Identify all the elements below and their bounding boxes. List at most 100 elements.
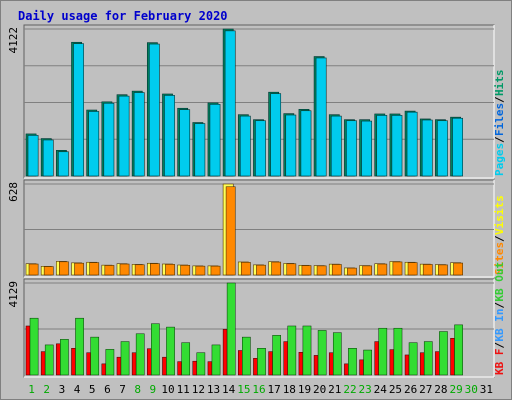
bar-kb-f: [268, 351, 273, 376]
bar-files: [421, 119, 433, 177]
bar-kb-out: [423, 341, 433, 376]
bar-files: [118, 95, 130, 177]
bar-kb-out: [439, 331, 448, 376]
day-labels: 1 2 3 4 5 6 7 8 9 10 11 12 13 14 15 16 17 18 19 20 21 22 23 24 2…: [28, 383, 493, 396]
day-label: 6: [104, 383, 111, 396]
day-label: 27: [419, 383, 432, 396]
bar-kb-f: [450, 337, 455, 376]
bar-files: [73, 43, 84, 177]
bar-kb-out: [166, 326, 175, 376]
panel-visits-sites: 628 Sites/Visits: [7, 179, 506, 278]
bar-files: [376, 115, 388, 177]
bar-sites: [89, 262, 100, 276]
bar-sites: [407, 262, 418, 276]
y-max-label: 4122: [7, 27, 20, 54]
bar-files: [437, 120, 448, 177]
y-max-label: 628: [7, 182, 20, 202]
bar-kb-f: [207, 361, 213, 376]
bar-kb-f: [192, 360, 198, 376]
bar-files: [300, 110, 312, 177]
bar-files: [239, 115, 251, 177]
day-label: 31: [480, 383, 493, 396]
day-label: 13: [207, 383, 220, 396]
bar-kb-f: [131, 352, 137, 376]
day-label: 4: [74, 383, 81, 396]
bar-files: [330, 115, 342, 177]
day-label: 24: [374, 383, 388, 396]
legend-hits-files-pages: Pages/Files/Hits: [493, 70, 506, 177]
legend-item: Visits: [493, 195, 506, 235]
day-label: 25: [389, 383, 402, 396]
bar-kb-f: [359, 359, 364, 376]
plot-area: [23, 179, 495, 278]
bar-kb-out: [242, 336, 251, 376]
bar-kb-out: [363, 349, 372, 376]
day-label: 3: [59, 383, 66, 396]
day-label: 29: [449, 383, 462, 396]
bar-kb-f: [298, 352, 304, 376]
bar-sites: [377, 263, 388, 276]
bar-kb-out: [454, 324, 463, 376]
bar-sites: [28, 263, 39, 276]
panel-hits-files-pages: 4122 Pages/Files/Hits: [7, 24, 506, 179]
bar-sites: [104, 265, 115, 276]
y-max-label: 4129: [7, 281, 20, 308]
day-label: 21: [328, 383, 341, 396]
bar-kb-out: [29, 317, 39, 376]
legend-item: KB F: [493, 349, 506, 376]
bar-files: [88, 111, 100, 177]
bar-sites: [210, 265, 221, 276]
legend-visits-sites: Sites/Visits: [493, 195, 506, 275]
bar-files: [164, 95, 175, 177]
bar-sites: [438, 264, 448, 276]
bar-sites: [286, 263, 297, 276]
bar-kb-out: [211, 344, 221, 376]
day-label: 7: [119, 383, 126, 396]
bar-kb-out: [75, 317, 84, 376]
bar-files: [224, 30, 236, 177]
day-label: 19: [298, 383, 311, 396]
bar-kb-out: [120, 341, 130, 376]
day-label: 30: [465, 383, 478, 396]
legend-separator: /: [493, 302, 506, 309]
bar-sites: [180, 265, 191, 276]
bar-kb-f: [419, 352, 425, 376]
day-label: 10: [161, 383, 174, 396]
bar-files: [58, 151, 69, 177]
bar-kb-out: [60, 339, 69, 376]
bar-kb-f: [147, 348, 152, 376]
bar-sites: [195, 265, 206, 276]
bar-kb-out: [105, 349, 115, 376]
day-label: 15: [237, 383, 250, 396]
bar-files: [194, 123, 206, 177]
bar-files: [103, 102, 115, 177]
legend-separator: /: [493, 342, 506, 349]
chart-title: Daily usage for February 2020: [18, 9, 228, 23]
bar-sites: [119, 263, 130, 276]
bar-kb-f: [313, 355, 319, 376]
bar-kb-f: [101, 363, 107, 376]
bar-kb-out: [332, 332, 342, 376]
bar-sites: [422, 264, 433, 276]
bar-kb-f: [328, 352, 334, 376]
bar-sites: [316, 265, 327, 276]
legend-item: Sites: [493, 242, 506, 275]
bar-files: [346, 120, 357, 177]
day-label: 16: [252, 383, 265, 396]
bar-files: [391, 115, 403, 177]
bars-hits-files-pages: [25, 28, 463, 177]
day-label: 8: [134, 383, 141, 396]
legend-item: Pages: [493, 143, 506, 176]
bar-sites: [301, 265, 312, 276]
legend-item: Hits: [493, 70, 506, 97]
bar-kb-out: [272, 335, 281, 376]
bar-sites: [149, 263, 160, 276]
bar-files: [361, 120, 373, 177]
bar-kb-f: [253, 358, 258, 376]
bar-sites: [59, 261, 69, 276]
bar-sites: [362, 265, 373, 276]
bar-kb-out: [408, 342, 418, 376]
day-label: 18: [283, 383, 296, 396]
day-label: 26: [404, 383, 417, 396]
